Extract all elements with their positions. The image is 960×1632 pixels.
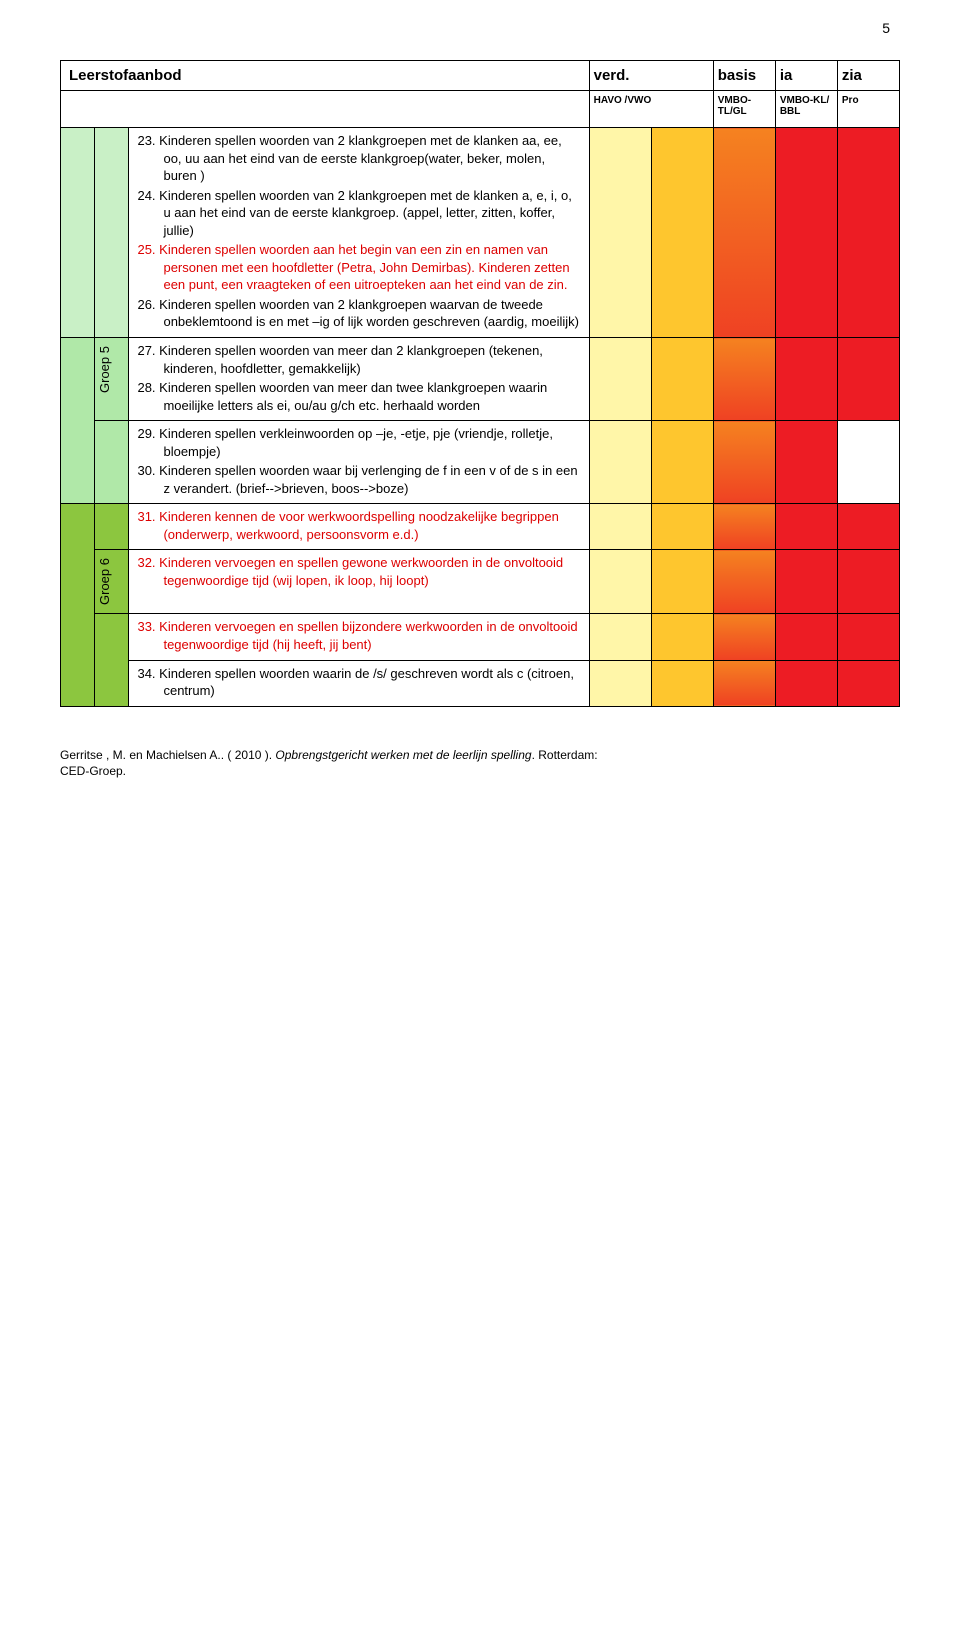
content-cell: 32. Kinderen vervoegen en spellen gewone… <box>129 550 589 614</box>
table-row: 34. Kinderen spellen woorden waarin de /… <box>61 660 900 706</box>
level-cell <box>775 128 837 338</box>
list-item: 26. Kinderen spellen woorden van 2 klank… <box>137 296 580 331</box>
level-cell <box>651 614 713 660</box>
list-item: 33. Kinderen vervoegen en spellen bijzon… <box>137 618 580 653</box>
table-row: 33. Kinderen vervoegen en spellen bijzon… <box>61 614 900 660</box>
level-cell <box>589 128 651 338</box>
level-cell <box>775 338 837 421</box>
header-col-ia: ia <box>775 61 837 91</box>
level-cell <box>775 550 837 614</box>
list-item: 28. Kinderen spellen woorden van meer da… <box>137 379 580 414</box>
level-cell <box>713 421 775 504</box>
level-cell <box>713 338 775 421</box>
level-cell <box>775 421 837 504</box>
table-row: 31. Kinderen kennen de voor werkwoordspe… <box>61 504 900 550</box>
list-item: 23. Kinderen spellen woorden van 2 klank… <box>137 132 580 185</box>
level-cell <box>651 338 713 421</box>
subheader-pro: Pro <box>837 91 899 128</box>
level-cell <box>837 128 899 338</box>
subheader-havo: HAVO /VWO <box>589 91 713 128</box>
level-cell <box>651 660 713 706</box>
table-row: Groep 6 32. Kinderen vervoegen en spellen… <box>61 550 900 614</box>
level-cell <box>589 504 651 550</box>
list-item: 32. Kinderen vervoegen en spellen gewone… <box>137 554 580 589</box>
group-label-cell <box>95 504 129 550</box>
header-col-basis: basis <box>713 61 775 91</box>
list-item: 27. Kinderen spellen woorden van meer da… <box>137 342 580 377</box>
content-cell: 29. Kinderen spellen verkleinwoorden op … <box>129 421 589 504</box>
group-label-cell <box>95 128 129 338</box>
list-item: 29. Kinderen spellen verkleinwoorden op … <box>137 425 580 460</box>
group-color-cell <box>61 128 95 338</box>
content-cell: 33. Kinderen vervoegen en spellen bijzon… <box>129 614 589 660</box>
group-color-cell <box>61 338 95 504</box>
header-row-1: Leerstofaanbod verd. basis ia zia <box>61 61 900 91</box>
level-cell <box>651 550 713 614</box>
level-cell <box>651 504 713 550</box>
level-cell <box>837 550 899 614</box>
header-col-zia: zia <box>837 61 899 91</box>
content-cell: 31. Kinderen kennen de voor werkwoordspe… <box>129 504 589 550</box>
level-cell <box>651 421 713 504</box>
table-row: 29. Kinderen spellen verkleinwoorden op … <box>61 421 900 504</box>
footer-title: Opbrengstgericht werken met de leerlijn … <box>275 748 531 762</box>
page-number: 5 <box>882 20 890 36</box>
level-cell <box>713 550 775 614</box>
level-cell <box>837 614 899 660</box>
group-color-cell <box>61 504 95 706</box>
content-cell: 27. Kinderen spellen woorden van meer da… <box>129 338 589 421</box>
list-item: 34. Kinderen spellen woorden waarin de /… <box>137 665 580 700</box>
level-cell <box>651 128 713 338</box>
footer-org: CED-Groep. <box>60 764 126 778</box>
subheader-vmbo-kl: VMBO-KL/ BBL <box>775 91 837 128</box>
group-label-cell: Groep 6 <box>95 550 129 614</box>
list-item: 24. Kinderen spellen woorden van 2 klank… <box>137 187 580 240</box>
table-row: Groep 5 27. Kinderen spellen woorden van … <box>61 338 900 421</box>
list-item: 30. Kinderen spellen woorden waar bij ve… <box>137 462 580 497</box>
level-cell <box>713 660 775 706</box>
level-cell <box>775 660 837 706</box>
group-label-cell <box>95 421 129 504</box>
group-label: Groep 6 <box>95 550 114 613</box>
level-cell <box>837 504 899 550</box>
level-cell <box>713 504 775 550</box>
footer-citation: Gerritse , M. en Machielsen A.. ( 2010 )… <box>60 747 900 781</box>
level-cell <box>775 504 837 550</box>
curriculum-table: Leerstofaanbod verd. basis ia zia HAVO /… <box>60 60 900 707</box>
level-cell <box>775 614 837 660</box>
list-item: 25. Kinderen spellen woorden aan het beg… <box>137 241 580 294</box>
subheader-vmbo-tl: VMBO-TL/GL <box>713 91 775 128</box>
level-cell <box>589 550 651 614</box>
list-item: 31. Kinderen kennen de voor werkwoordspe… <box>137 508 580 543</box>
group-label: Groep 5 <box>95 338 114 401</box>
level-cell <box>837 660 899 706</box>
content-cell: 23. Kinderen spellen woorden van 2 klank… <box>129 128 589 338</box>
header-main: Leerstofaanbod <box>61 61 590 91</box>
footer-authors: Gerritse , M. en Machielsen A.. ( 2010 )… <box>60 748 275 762</box>
header-col-verd: verd. <box>589 61 713 91</box>
level-cell <box>713 614 775 660</box>
level-cell <box>713 128 775 338</box>
level-cell <box>837 338 899 421</box>
header-row-2: HAVO /VWO VMBO-TL/GL VMBO-KL/ BBL Pro <box>61 91 900 128</box>
footer-publisher: . Rotterdam: <box>532 748 598 762</box>
table-row: 23. Kinderen spellen woorden van 2 klank… <box>61 128 900 338</box>
level-cell <box>837 421 899 504</box>
level-cell <box>589 660 651 706</box>
level-cell <box>589 614 651 660</box>
level-cell <box>589 338 651 421</box>
group-label-cell <box>95 614 129 706</box>
content-cell: 34. Kinderen spellen woorden waarin de /… <box>129 660 589 706</box>
level-cell <box>589 421 651 504</box>
group-label-cell: Groep 5 <box>95 338 129 421</box>
